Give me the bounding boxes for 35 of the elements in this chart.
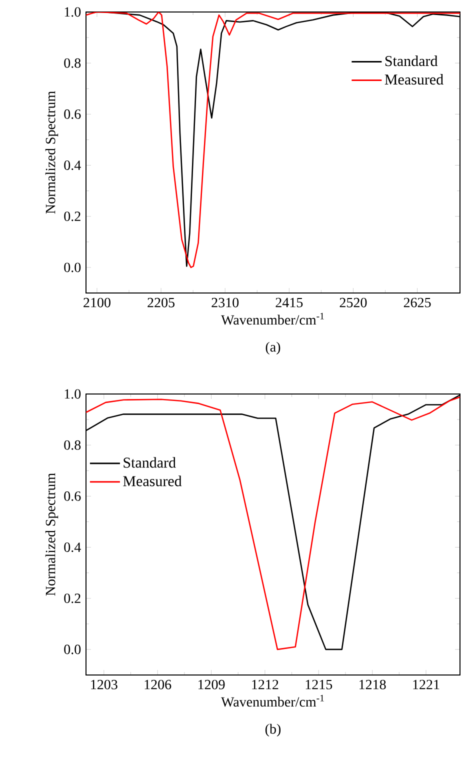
y-tick-label: 0.6 [64,491,81,501]
y-tick-label: 0.2 [64,212,80,222]
x-tick-label: 2520 [340,298,367,308]
x-tick-label: 2625 [404,298,431,308]
legend-label: Measured [123,476,182,486]
x-axis-title: Wavenumber/cm$^{-1}$ [221,312,324,325]
text: (b) [265,724,281,737]
x-tick-label: 1206 [144,680,172,690]
legend-label: Measured [384,74,444,85]
text: (a) [266,342,280,355]
x-axis-title: Wavenumber/cm$^{-1}$ [221,694,324,707]
x-tick-label: 1218 [360,680,386,690]
legend-label: Standard [124,457,176,468]
y-tick-label: 0.4 [64,542,81,552]
y-tick-label: 0.4 [64,160,81,170]
y-tick-label: 0.0 [64,644,81,654]
x-tick-label: 2310 [212,298,239,308]
x-tick-label: 1203 [91,680,118,690]
y-tick-label: 1.0 [64,389,81,399]
x-tick-label: 1209 [198,680,225,690]
y-tick-label: 0.2 [64,594,80,604]
y-tick-label: 0.0 [64,262,81,272]
x-tick-label: 1221 [413,680,440,690]
x-tick-label: 1212 [252,680,278,690]
x-tick-label: 2415 [276,298,303,308]
y-axis-title: Normalized Spectrum [45,91,58,214]
y-tick-label: 1.0 [64,7,81,17]
x-tick-label: 2205 [148,298,174,308]
y-tick-label: 0.6 [64,109,81,119]
x-tick-label: 1215 [306,680,332,690]
legend-label: Standard [385,56,438,66]
y-tick-label: 0.8 [64,440,81,450]
y-axis-title: Normalized Spectrum [45,473,58,596]
y-tick-label: 0.8 [64,58,81,68]
x-tick-label: 2100 [84,298,110,308]
